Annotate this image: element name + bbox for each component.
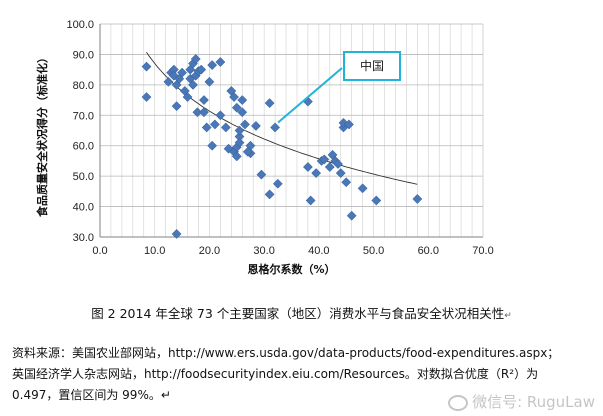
data-point [207,140,218,151]
data-point [171,101,182,112]
data-point [357,183,368,194]
data-point [250,120,261,131]
data-point [264,98,275,109]
data-point [343,119,354,130]
caption-text: 图 2 2014 年全球 73 个主要国家（地区）消费水平与食品安全状况相关性 [91,306,505,321]
data-point [201,122,212,133]
data-point [234,137,245,148]
y-tick-label: 100.0 [66,19,94,31]
data-point [333,159,343,169]
source-line-2: 英国经济学人杂志网站，http://foodsecurityindex.eiu.… [12,367,539,381]
data-point [311,168,322,179]
y-tick-label: 70.0 [73,110,94,122]
data-point [177,67,188,78]
data-point [305,195,316,206]
data-point [371,195,382,206]
data-point [182,92,193,102]
data-point [141,92,152,102]
data-point [256,169,267,180]
grid-lines [99,23,484,238]
caption-paragraph-mark: ↵ [504,311,512,321]
data-point [190,54,201,64]
x-tick-label: 40.0 [308,245,329,257]
figure-caption: 图 2 2014 年全球 73 个主要国家（地区）消费水平与食品安全状况相关性↵ [0,303,603,322]
data-point [188,79,198,90]
x-tick-label: 10.0 [144,245,165,257]
data-point [272,178,283,189]
source-line-3: 0.497，置信区间为 99%。↵ [12,388,171,402]
data-point [229,92,240,102]
data-point [237,95,248,106]
data-point [204,76,215,87]
data-point [242,146,253,157]
y-tick-label: 30.0 [73,232,94,244]
y-tick-label: 40.0 [73,202,94,214]
y-tick-label: 60.0 [73,141,94,153]
x-tick-label: 60.0 [418,245,439,257]
data-point [412,194,423,204]
data-point [231,151,242,162]
scatter-chart: 中国 0.0 10.0 20.0 30.0 40.0 50.0 60.0 70.0 30.0 4… [35,19,494,276]
source-note: 资料来源：美国农业部网站，http://www.ers.usda.gov/dat… [12,343,597,406]
x-tick-labels: 0.0 10.0 20.0 30.0 40.0 50.0 60.0 70.0 [92,245,493,257]
data-point [341,177,352,188]
callout-label: 中国 [360,58,384,73]
data-point [215,57,226,67]
x-tick-label: 0.0 [92,245,107,257]
data-point [264,189,275,200]
axes [99,24,484,238]
x-tick-label: 50.0 [363,245,384,257]
source-line-1: 资料来源：美国农业部网站，http://www.ers.usda.gov/dat… [12,346,560,360]
y-tick-label: 80.0 [73,80,94,92]
trend-line [146,51,418,185]
data-point [231,102,242,113]
data-point [171,229,182,239]
y-tick-labels: 30.0 40.0 50.0 60.0 70.0 80.0 90.0 100.0 [66,19,94,244]
data-point [192,107,203,118]
data-point [207,60,218,71]
data-point [346,210,357,221]
data-points [141,54,423,239]
data-point [163,76,174,87]
china-callout: 中国 [277,51,401,124]
callout-leader-line [277,67,343,124]
data-point [302,96,313,107]
data-point [335,168,346,179]
wechat-icon [448,394,469,411]
data-point [302,162,313,172]
data-point [215,110,226,121]
data-point [237,107,248,118]
data-point [319,154,330,165]
x-tick-label: 20.0 [199,245,220,257]
data-point [141,61,152,72]
data-point [324,162,335,172]
log-trendline [146,51,418,185]
data-point [270,122,281,133]
x-tick-label: 70.0 [472,245,493,257]
y-tick-label: 90.0 [73,49,94,61]
data-point [220,122,231,133]
data-point [196,64,207,75]
data-point [234,125,245,136]
y-axis-title: 食品质量安全状况得分（标准化） [35,52,49,217]
data-point [209,119,220,130]
x-tick-label: 30.0 [253,245,274,257]
watermark-text: 微信号: RuguLaw [472,393,595,411]
callout-box [343,51,401,81]
data-point [240,119,250,130]
x-axis-title: 恩格尔系数（%） [247,262,335,276]
data-point [199,107,209,118]
wechat-watermark: 微信号: RuguLaw [448,391,595,412]
data-point [199,95,209,106]
y-tick-label: 50.0 [73,171,94,183]
